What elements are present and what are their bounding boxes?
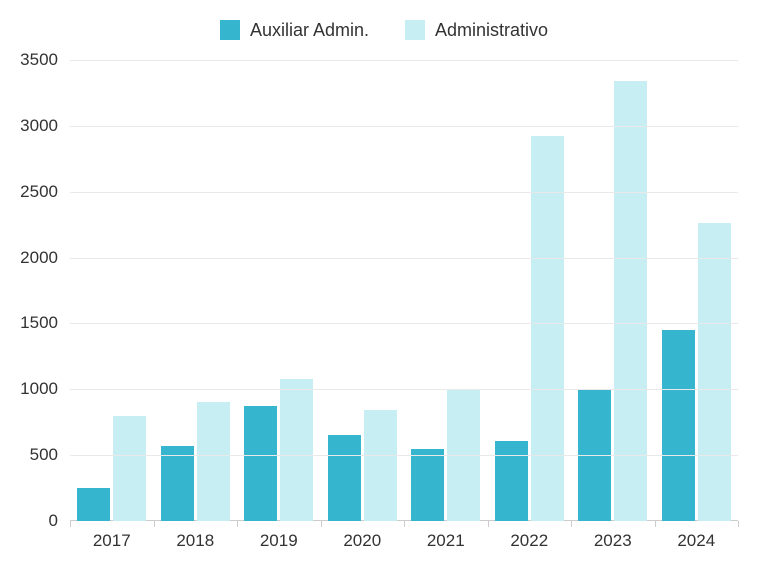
x-tick-mark <box>70 521 71 527</box>
x-tick-mark <box>571 521 572 527</box>
x-tick-mark <box>237 521 238 527</box>
y-tick-label: 3500 <box>20 50 70 70</box>
bar <box>77 488 110 521</box>
bar <box>113 416 146 521</box>
bar-group: 2022 <box>488 60 572 521</box>
bar <box>495 441 528 521</box>
x-tick-mark <box>321 521 322 527</box>
y-tick-label: 3000 <box>20 116 70 136</box>
x-tick-label: 2022 <box>510 521 548 551</box>
bar <box>197 402 230 521</box>
bar <box>244 406 277 521</box>
plot-area: 20172018201920202021202220232024 0500100… <box>70 60 738 521</box>
bar-group: 2021 <box>404 60 488 521</box>
x-tick-label: 2019 <box>260 521 298 551</box>
bar <box>531 136 564 521</box>
x-tick-mark <box>404 521 405 527</box>
bar <box>328 435 361 521</box>
x-tick-label: 2018 <box>176 521 214 551</box>
x-tick-mark <box>738 521 739 527</box>
grid-line <box>70 60 738 61</box>
bar <box>280 379 313 521</box>
x-tick-mark <box>154 521 155 527</box>
y-tick-label: 2000 <box>20 248 70 268</box>
grid-line <box>70 455 738 456</box>
x-tick-label: 2020 <box>343 521 381 551</box>
bar <box>698 223 731 521</box>
y-tick-label: 1000 <box>20 379 70 399</box>
y-tick-label: 500 <box>30 445 70 465</box>
y-tick-label: 1500 <box>20 313 70 333</box>
legend-label-1: Administrativo <box>435 20 548 41</box>
bar-group: 2018 <box>154 60 238 521</box>
bar-group: 2024 <box>655 60 739 521</box>
x-tick-mark <box>488 521 489 527</box>
legend: Auxiliar Admin. Administrativo <box>0 0 768 60</box>
grid-line <box>70 192 738 193</box>
x-tick-label: 2023 <box>594 521 632 551</box>
legend-item-0: Auxiliar Admin. <box>220 20 369 41</box>
grid-line <box>70 323 738 324</box>
legend-swatch-1 <box>405 20 425 40</box>
x-tick-label: 2021 <box>427 521 465 551</box>
bar-group: 2020 <box>321 60 405 521</box>
bar-group: 2019 <box>237 60 321 521</box>
grid-line <box>70 126 738 127</box>
bar-group: 2023 <box>571 60 655 521</box>
bar-groups: 20172018201920202021202220232024 <box>70 60 738 521</box>
legend-item-1: Administrativo <box>405 20 548 41</box>
bar <box>411 449 444 521</box>
x-tick-label: 2024 <box>677 521 715 551</box>
x-tick-label: 2017 <box>93 521 131 551</box>
legend-label-0: Auxiliar Admin. <box>250 20 369 41</box>
bar-chart: Auxiliar Admin. Administrativo 201720182… <box>0 0 768 571</box>
legend-swatch-0 <box>220 20 240 40</box>
bar <box>161 446 194 521</box>
bar <box>662 330 695 521</box>
bar <box>364 410 397 521</box>
grid-line <box>70 389 738 390</box>
bar-group: 2017 <box>70 60 154 521</box>
y-tick-label: 0 <box>49 511 70 531</box>
x-tick-mark <box>655 521 656 527</box>
y-tick-label: 2500 <box>20 182 70 202</box>
grid-line <box>70 258 738 259</box>
